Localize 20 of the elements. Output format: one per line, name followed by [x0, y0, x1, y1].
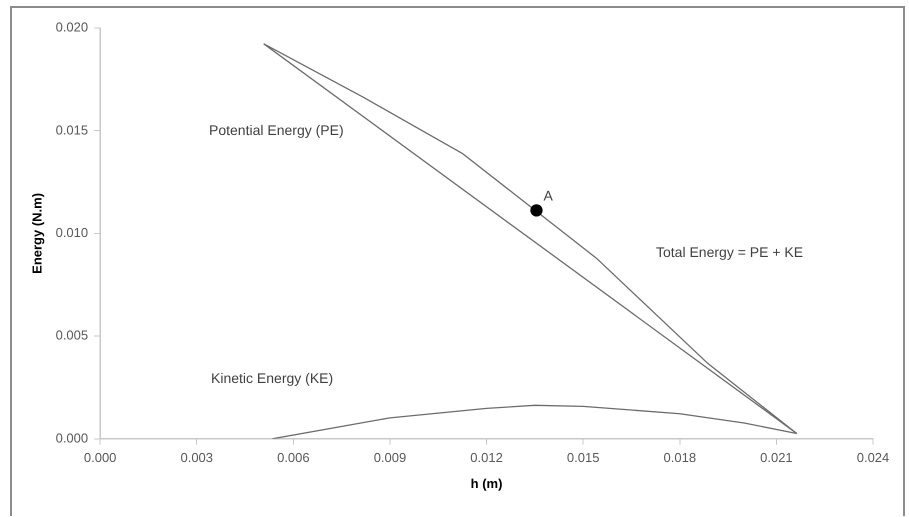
text: Kinetic Energy (KE)	[211, 370, 334, 386]
y-tick-label: 0.010	[56, 224, 88, 240]
x-tick-label: 0.018	[664, 450, 696, 466]
text: Total Energy = PE + KE	[656, 244, 804, 260]
y-tick-label: 0.020	[56, 20, 88, 35]
x-axis-title: h (m)	[470, 476, 502, 491]
x-tick-label: 0.024	[856, 450, 890, 466]
y-axis-title: Energy (N.m)	[29, 192, 44, 274]
x-tick-label: 0.003	[180, 450, 214, 466]
series-label: Potential Energy (PE)	[209, 122, 344, 138]
y-tick-label: 0.000	[56, 430, 88, 446]
y-tick-label: 0.015	[56, 122, 88, 138]
x-tick-label: 0.021	[760, 450, 793, 466]
x-tick-label: 0.015	[566, 450, 600, 466]
annotation: A	[543, 187, 554, 204]
x-tick-label: 0.012	[470, 450, 503, 466]
x-tick-label: 0.009	[374, 450, 406, 466]
x-tick-label: 0.000	[84, 450, 116, 466]
y-tick-label: 0.005	[56, 328, 88, 343]
x-tick-label: 0.006	[277, 450, 310, 466]
